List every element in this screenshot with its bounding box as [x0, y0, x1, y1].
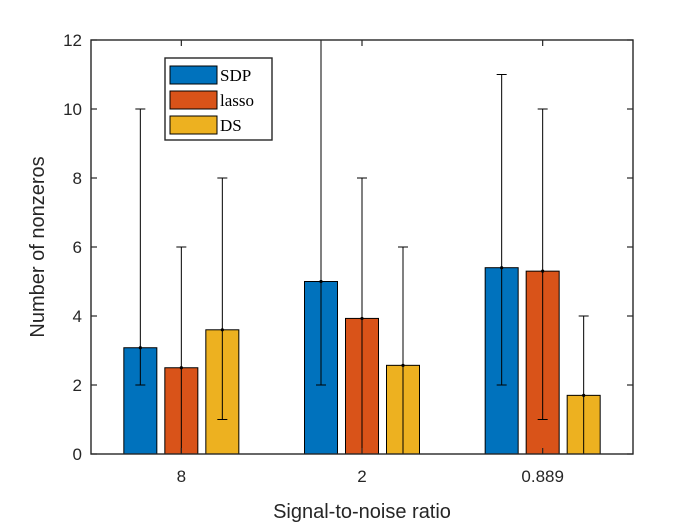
y-tick-label: 12 — [63, 31, 82, 50]
y-tick-label: 6 — [73, 238, 82, 257]
error-bars-layer — [135, 39, 589, 455]
x-tick-label: 0.889 — [521, 467, 564, 486]
y-axis-ticks: 0 2 4 6 8 10 12 — [63, 31, 633, 464]
mean-marker — [500, 266, 504, 270]
legend-swatch-sdp — [169, 65, 218, 85]
y-tick-label: 4 — [73, 307, 82, 326]
mean-marker — [360, 316, 364, 321]
x-tick-label: 2 — [357, 467, 366, 486]
mean-marker — [582, 393, 586, 397]
mean-marker — [179, 366, 183, 370]
mean-marker — [401, 363, 405, 367]
mean-marker — [138, 346, 142, 350]
y-tick-label: 8 — [73, 169, 82, 188]
y-tick-label: 10 — [63, 100, 82, 119]
mean-marker — [319, 279, 323, 284]
x-tick-label: 8 — [177, 467, 186, 486]
legend-label-sdp: SDP — [220, 66, 251, 85]
legend-label-lasso: lasso — [220, 91, 254, 110]
mean-marker — [541, 269, 545, 273]
legend-label-ds: DS — [220, 116, 242, 135]
legend-swatch-lasso — [169, 90, 218, 110]
x-axis-ticks: 8 2 0.889 — [177, 40, 564, 486]
y-tick-label: 2 — [73, 376, 82, 395]
legend-swatch-ds — [169, 115, 218, 135]
y-axis-label: Number of nonzeros — [27, 156, 49, 337]
y-tick-label: 0 — [73, 445, 82, 464]
mean-marker — [220, 328, 224, 332]
x-axis-label: Signal-to-noise ratio — [273, 501, 451, 523]
legend: SDP lasso DS — [164, 57, 273, 141]
